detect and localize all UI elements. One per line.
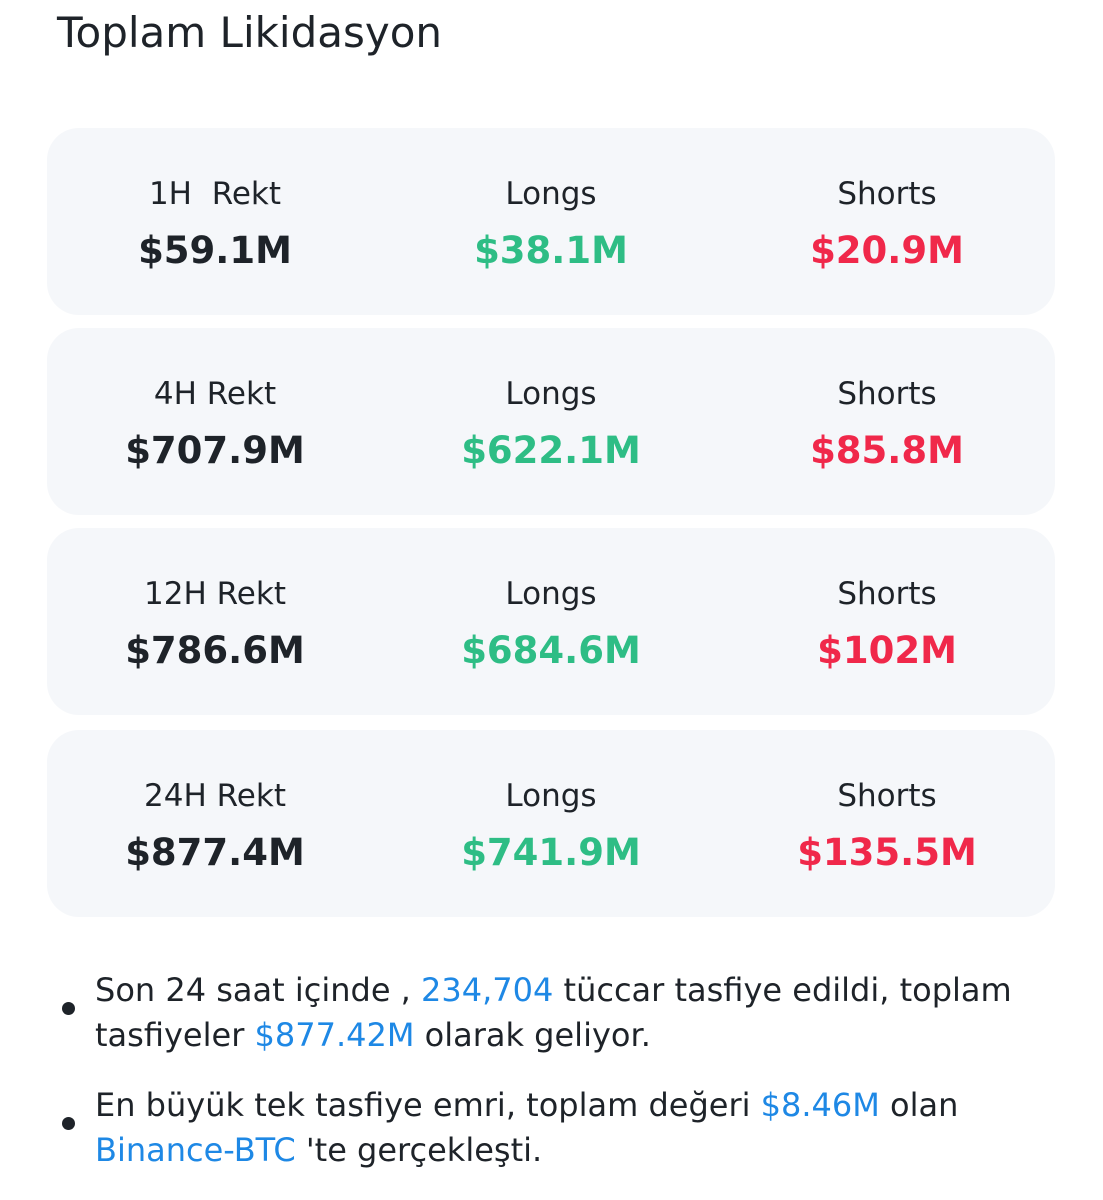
rekt-card: 1H Rekt $59.1M Longs $38.1M Shorts $20.9M — [47, 128, 1055, 315]
total-value: $59.1M — [138, 229, 292, 272]
highlight-value: 234,704 — [421, 971, 554, 1009]
longs-value: $684.6M — [461, 629, 641, 672]
shorts-label: Shorts — [837, 376, 937, 412]
exchange-link[interactable]: Binance-BTC — [95, 1131, 296, 1169]
rekt-card: 12H Rekt $786.6M Longs $684.6M Shorts $102M — [47, 528, 1055, 715]
longs-label: Longs — [505, 576, 597, 612]
note-text: olarak geliyor. — [414, 1016, 651, 1054]
note-text: tasfiyeler — [95, 1016, 255, 1054]
bullet — [62, 1117, 75, 1130]
longs-value: $38.1M — [474, 229, 628, 272]
shorts-value: $135.5M — [797, 831, 977, 874]
page-title: Toplam Likidasyon — [57, 8, 443, 57]
highlight-value: $8.46M — [760, 1086, 880, 1124]
total-value: $707.9M — [125, 429, 305, 472]
shorts-label: Shorts — [837, 176, 937, 212]
shorts-value: $20.9M — [810, 229, 964, 272]
longs-label: Longs — [505, 778, 597, 814]
note-text: En büyük tek tasfiye emri, toplam değeri — [95, 1086, 761, 1124]
note-line: Binance-BTC 'te gerçekleşti. — [95, 1128, 1058, 1173]
total-value: $877.4M — [125, 831, 305, 874]
longs-label: Longs — [505, 376, 597, 412]
rekt-card: 24H Rekt $877.4M Longs $741.9M Shorts $135.5M — [47, 730, 1055, 917]
longs-value: $741.9M — [461, 831, 641, 874]
note-line: Son 24 saat içinde , 234,704 tüccar tasf… — [95, 968, 1058, 1013]
longs-value: $622.1M — [461, 429, 641, 472]
note-item: En büyük tek tasfiye emri, toplam değeri… — [58, 1083, 1058, 1173]
rekt-card: 4H Rekt $707.9M Longs $622.1M Shorts $85.8M — [47, 328, 1055, 515]
period-label: 1H Rekt — [148, 176, 282, 212]
note-text: olan — [879, 1086, 959, 1124]
note-text: 'te gerçekleşti. — [295, 1131, 543, 1169]
bullet — [62, 1002, 75, 1015]
shorts-label: Shorts — [837, 576, 937, 612]
total-value: $786.6M — [125, 629, 305, 672]
period-label: 12H Rekt — [144, 576, 286, 612]
note-text: tüccar tasfiye edildi, toplam — [553, 971, 1012, 1009]
period-label: 4H Rekt — [153, 376, 277, 412]
note-line: tasfiyeler $877.42M olarak geliyor. — [95, 1013, 1058, 1058]
period-label: 24H Rekt — [144, 778, 286, 814]
highlight-value: $877.42M — [254, 1016, 415, 1054]
shorts-value: $102M — [817, 629, 957, 672]
shorts-value: $85.8M — [810, 429, 964, 472]
note-text: Son 24 saat içinde , — [95, 971, 422, 1009]
note-item: Son 24 saat içinde , 234,704 tüccar tasf… — [58, 968, 1058, 1058]
longs-label: Longs — [505, 176, 597, 212]
note-line: En büyük tek tasfiye emri, toplam değeri… — [95, 1083, 1058, 1128]
shorts-label: Shorts — [837, 778, 937, 814]
